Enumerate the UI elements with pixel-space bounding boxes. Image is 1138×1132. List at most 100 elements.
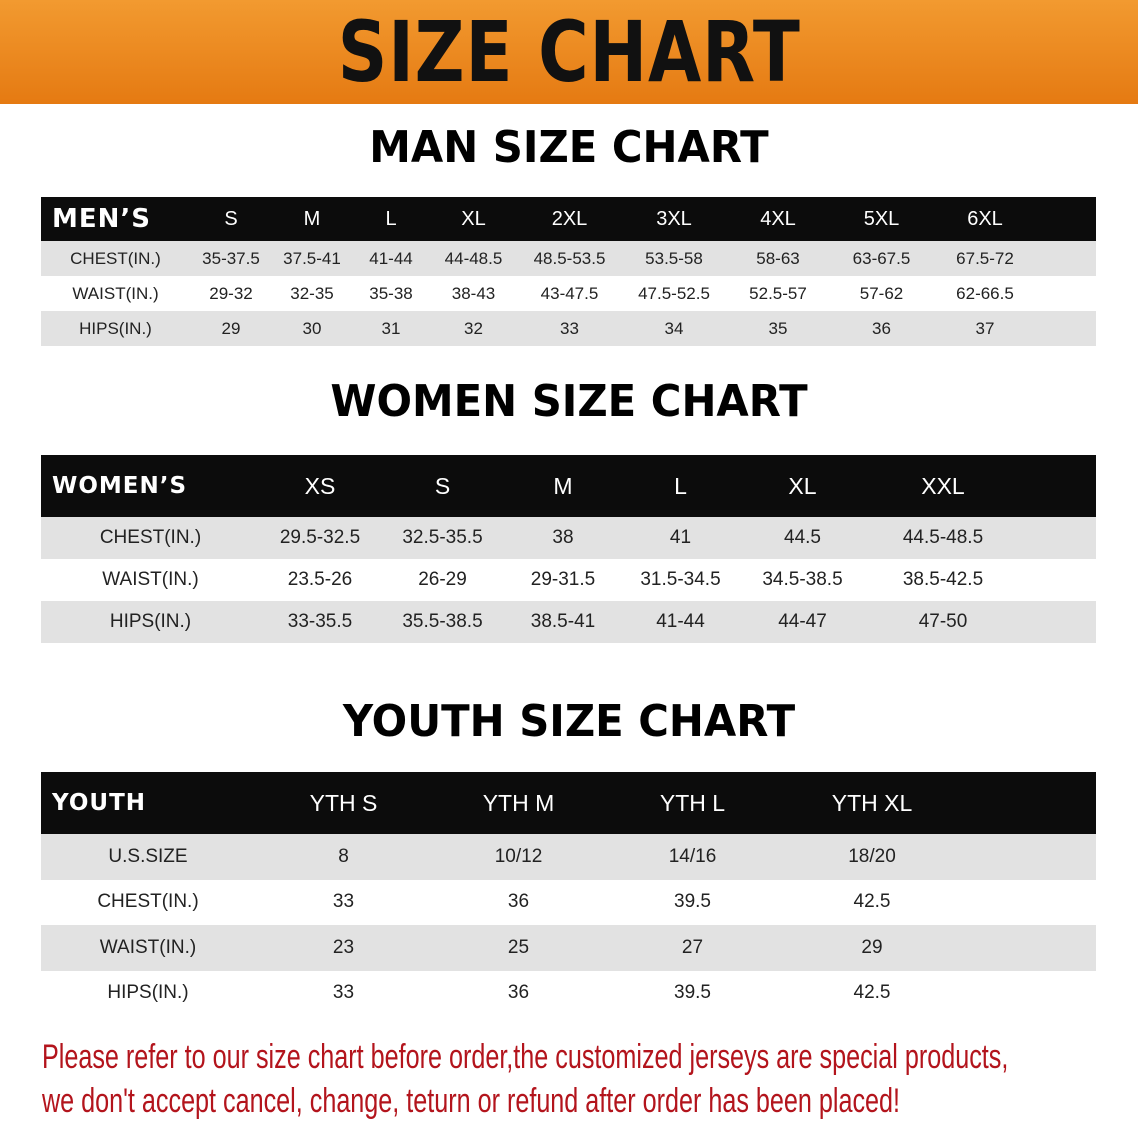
measurement-cell: 32.5-35.5 — [402, 527, 483, 548]
men-title: MAN SIZE CHART — [369, 122, 769, 173]
size-header: XXL — [921, 472, 965, 499]
measurement-cell: 30 — [302, 318, 322, 338]
measurement-cell: 29 — [221, 318, 241, 338]
row-label: CHEST(IN.) — [97, 891, 199, 913]
row-label: HIPS(IN.) — [79, 318, 152, 338]
measurement-cell: 27 — [681, 936, 704, 958]
measurement-cell: 34 — [664, 318, 684, 338]
size-header: YTH L — [659, 789, 726, 816]
size-header: L — [674, 472, 687, 499]
table-header-row: YOUTH YTH S YTH M YTH L YTH XL — [41, 772, 1096, 834]
notice-line-2: we don't accept cancel, change, teturn o… — [42, 1082, 900, 1120]
measurement-cell: 57-62 — [859, 283, 904, 303]
measurement-cell: 38-43 — [451, 283, 496, 303]
measurement-cell: 62-66.5 — [956, 283, 1014, 303]
measurement-cell: 47-50 — [918, 611, 968, 632]
row-label: WAIST(IN.) — [99, 936, 197, 958]
size-header: S — [224, 207, 238, 230]
table-row: WAIST(IN.) 29-32 32-35 35-38 38-43 43-47.5 47.… — [41, 276, 1096, 311]
size-header: 2XL — [551, 207, 588, 230]
measurement-cell: 33 — [560, 318, 579, 338]
measurement-cell: 31 — [381, 318, 401, 338]
measurement-cell: 26-29 — [418, 569, 467, 590]
measurement-cell: 42.5 — [853, 982, 891, 1004]
measurement-cell: 31.5-34.5 — [640, 569, 721, 590]
measurement-cell: 29.5-32.5 — [279, 527, 361, 548]
measurement-cell: 32 — [464, 318, 483, 338]
table-row: WAIST(IN.) 23 25 27 29 — [41, 925, 1096, 971]
measurement-cell: 14/16 — [668, 845, 717, 867]
measurement-cell: 37.5-41 — [283, 248, 341, 268]
notice-line-1: Please refer to our size chart before or… — [42, 1038, 1009, 1076]
measurement-cell: 32-35 — [290, 283, 334, 303]
measurement-cell: 29-31.5 — [530, 569, 596, 590]
measurement-cell: 29-32 — [209, 283, 253, 303]
table-row: CHEST(IN.) 29.5-32.5 32.5-35.5 38 41 44.5 44.5… — [41, 517, 1096, 559]
measurement-cell: 42.5 — [853, 891, 891, 913]
size-header: YTH S — [309, 789, 378, 816]
size-header: XL — [461, 207, 486, 230]
measurement-cell: 44-48.5 — [444, 248, 503, 268]
table-row: HIPS(IN.) 33 36 39.5 42.5 — [41, 970, 1096, 1016]
measurement-cell: 44.5 — [784, 527, 821, 548]
measurement-cell: 23.5-26 — [287, 569, 353, 590]
measurement-cell: 25 — [507, 936, 530, 958]
size-header: YTH M — [482, 789, 555, 816]
size-header: 6XL — [967, 207, 1003, 230]
table-label: YOUTH — [52, 790, 147, 816]
measurement-cell: 48.5-53.5 — [533, 248, 606, 268]
size-header: 3XL — [656, 207, 692, 230]
youth-size-table: YOUTH YTH S YTH M YTH L YTH XL U.S.SIZE 8 10/12… — [41, 772, 1096, 1016]
table-row: U.S.SIZE 8 10/12 14/16 18/20 — [41, 834, 1096, 880]
measurement-cell: 39.5 — [674, 982, 711, 1004]
size-header: XL — [788, 472, 817, 499]
measurement-cell: 63-67.5 — [852, 248, 911, 268]
measurement-cell: 43-47.5 — [540, 283, 599, 303]
table-row: HIPS(IN.) 33-35.5 35.5-38.5 38.5-41 41-44 44-… — [41, 601, 1096, 643]
row-label: WAIST(IN.) — [72, 283, 159, 303]
table-label: MEN’S — [52, 204, 151, 234]
measurement-cell: 38.5-41 — [530, 611, 596, 632]
size-header: L — [385, 207, 397, 230]
size-header: 4XL — [760, 207, 796, 230]
size-header: XS — [304, 472, 336, 499]
measurement-cell: 44.5-48.5 — [902, 527, 984, 548]
measurement-cell: 35 — [768, 318, 788, 338]
measurement-cell: 8 — [338, 845, 349, 867]
women-size-table: WOMEN’S XS S M L XL XXL CHEST(IN.) 29.5-32.5 32.5… — [41, 455, 1096, 643]
banner: SIZE CHART — [0, 0, 1138, 104]
measurement-cell: 35-37.5 — [202, 248, 260, 268]
measurement-cell: 39.5 — [674, 891, 711, 913]
measurement-cell: 35.5-38.5 — [402, 611, 483, 632]
measurement-cell: 41-44 — [369, 248, 413, 268]
measurement-cell: 29 — [861, 936, 883, 958]
measurement-cell: 52.5-57 — [749, 283, 807, 303]
size-header: M — [553, 472, 573, 499]
table-header-row: MEN’S S M L XL 2XL 3XL 4XL 5XL 6XL — [41, 197, 1096, 241]
size-header: 5XL — [863, 207, 900, 230]
measurement-cell: 36 — [872, 318, 891, 338]
measurement-cell: 33-35.5 — [287, 611, 353, 632]
measurement-cell: 23 — [332, 936, 355, 958]
row-label: WAIST(IN.) — [102, 569, 199, 590]
row-label: CHEST(IN.) — [99, 527, 202, 548]
measurement-cell: 47.5-52.5 — [638, 283, 710, 303]
measurement-cell: 18/20 — [848, 845, 896, 867]
size-header: M — [303, 207, 321, 230]
measurement-cell: 38 — [552, 527, 574, 548]
table-row: CHEST(IN.) 35-37.5 37.5-41 41-44 44-48.5 48.5… — [41, 241, 1096, 276]
measurement-cell: 38.5-42.5 — [902, 569, 984, 590]
row-label: CHEST(IN.) — [70, 248, 161, 268]
measurement-cell: 36 — [507, 982, 530, 1004]
row-label: HIPS(IN.) — [107, 982, 189, 1004]
measurement-cell: 58-63 — [756, 248, 800, 268]
table-label: WOMEN’S — [52, 473, 188, 499]
measurement-cell: 41-44 — [656, 611, 705, 632]
measurement-cell: 67.5-72 — [956, 248, 1014, 268]
measurement-cell: 35-38 — [369, 283, 413, 303]
table-row: HIPS(IN.) 29 30 31 32 33 34 35 36 37 — [41, 311, 1096, 346]
measurement-cell: 33 — [332, 891, 355, 913]
table-row: WAIST(IN.) 23.5-26 26-29 29-31.5 31.5-34.5 34… — [41, 559, 1096, 601]
row-label: U.S.SIZE — [108, 845, 188, 867]
measurement-cell: 44-47 — [778, 611, 827, 632]
